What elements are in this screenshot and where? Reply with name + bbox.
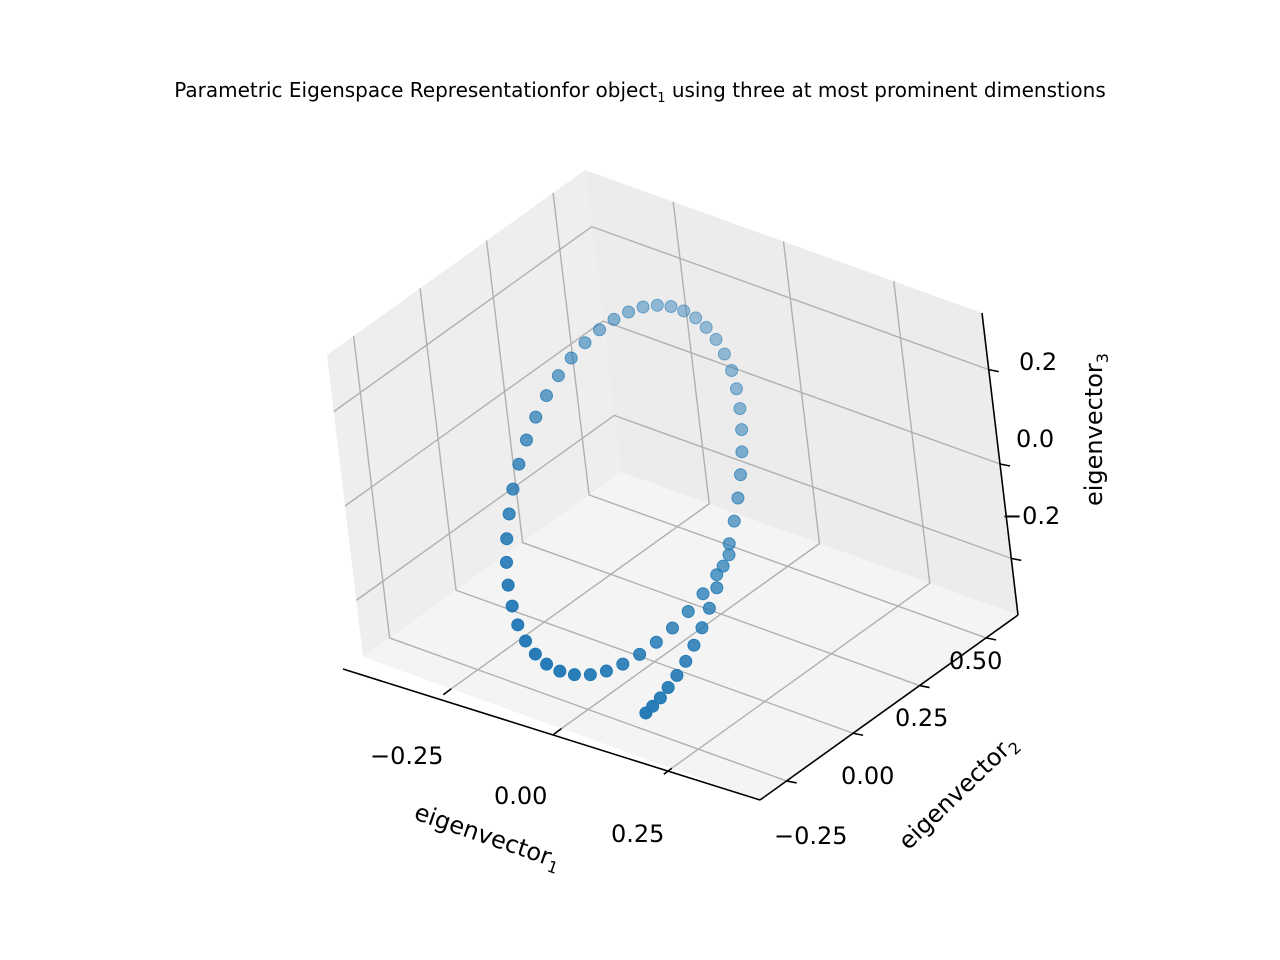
z-grid-line — [333, 225, 989, 413]
data-point — [710, 568, 724, 582]
z-tick-label: 0.0 — [1016, 425, 1055, 453]
y-tick — [919, 684, 930, 689]
data-point — [578, 336, 592, 350]
z-tick-label: −0.2 — [1002, 502, 1061, 530]
y-grid-line — [485, 240, 920, 687]
data-point — [553, 664, 567, 678]
data-point — [616, 657, 630, 671]
z-tick — [999, 463, 1011, 467]
data-point — [567, 668, 581, 682]
data-point — [661, 681, 675, 695]
data-point — [636, 300, 650, 314]
data-point — [529, 410, 543, 424]
data-point — [506, 482, 520, 496]
data-point — [679, 654, 693, 668]
data-point — [512, 457, 526, 471]
data-point — [633, 647, 647, 661]
data-point — [500, 555, 514, 569]
data-point — [733, 402, 747, 416]
data-point — [727, 514, 741, 528]
y-tick-label: −0.25 — [774, 822, 848, 850]
data-point — [735, 423, 749, 437]
z-tick — [988, 368, 999, 373]
data-point — [505, 599, 519, 613]
data-point — [528, 647, 542, 661]
x-tick-label: −0.25 — [370, 742, 444, 770]
data-point — [681, 604, 695, 618]
z-tick — [1011, 557, 1022, 562]
data-point — [540, 657, 554, 671]
data-point — [725, 364, 739, 378]
x-tick — [663, 767, 673, 775]
x-grid-line — [561, 241, 821, 730]
data-point — [677, 304, 691, 318]
y-grid-line — [352, 335, 787, 782]
data-point — [664, 300, 678, 314]
z-tick-label: 0.2 — [1019, 348, 1058, 376]
data-point — [687, 638, 701, 652]
x-tick-label: 0.00 — [494, 782, 548, 810]
chart-title: Parametric Eigenspace Representationfor … — [174, 78, 1106, 106]
data-point — [583, 668, 597, 682]
data-point — [511, 618, 525, 632]
data-point — [653, 691, 667, 705]
x-tick-label: 0.25 — [611, 820, 665, 848]
data-point — [699, 320, 713, 334]
data-point — [519, 433, 533, 447]
data-point — [670, 668, 684, 682]
data-point — [665, 621, 679, 635]
data-point — [731, 491, 745, 505]
data-point — [734, 468, 748, 482]
y-tick — [786, 780, 797, 784]
x-grid-line — [671, 281, 931, 769]
data-points — [500, 298, 749, 720]
data-point — [710, 581, 724, 595]
x-axis-line — [342, 668, 761, 801]
data-point — [502, 507, 516, 521]
z-grid-line — [355, 414, 1012, 601]
data-point — [650, 298, 664, 312]
x-tick — [553, 727, 562, 736]
data-point — [735, 445, 749, 459]
data-point — [539, 389, 553, 403]
data-point — [722, 537, 736, 551]
data-point — [519, 634, 533, 648]
data-point — [717, 347, 731, 361]
y-tick-label: 0.25 — [895, 704, 949, 732]
x-grid-line — [450, 201, 710, 690]
y-tick-label: 0.00 — [841, 762, 895, 790]
y-tick-label: 0.50 — [949, 647, 1003, 675]
data-point — [695, 621, 709, 635]
data-point — [639, 706, 653, 720]
data-point — [607, 312, 621, 326]
z-grid-line — [344, 320, 1001, 507]
x-tick — [442, 688, 452, 696]
data-point — [702, 601, 716, 615]
data-point — [689, 311, 703, 325]
y-grid-line — [552, 192, 987, 639]
data-point — [696, 587, 710, 601]
data-point — [501, 578, 515, 592]
data-point — [722, 548, 736, 562]
data-point — [564, 351, 578, 365]
data-point — [729, 382, 743, 396]
data-point — [622, 305, 636, 319]
data-point — [649, 635, 663, 649]
data-point — [709, 332, 723, 346]
y-tick — [985, 637, 997, 641]
data-point — [599, 664, 613, 678]
z-axis-label: eigenvector3 — [1080, 353, 1112, 506]
y-tick — [852, 732, 864, 737]
data-point — [500, 532, 514, 546]
data-point — [551, 369, 565, 383]
grid-lines — [333, 192, 1012, 782]
axis-spines — [342, 312, 1022, 801]
y-grid-line — [419, 288, 854, 734]
y-axis-line — [759, 614, 1019, 801]
data-point — [593, 323, 607, 337]
